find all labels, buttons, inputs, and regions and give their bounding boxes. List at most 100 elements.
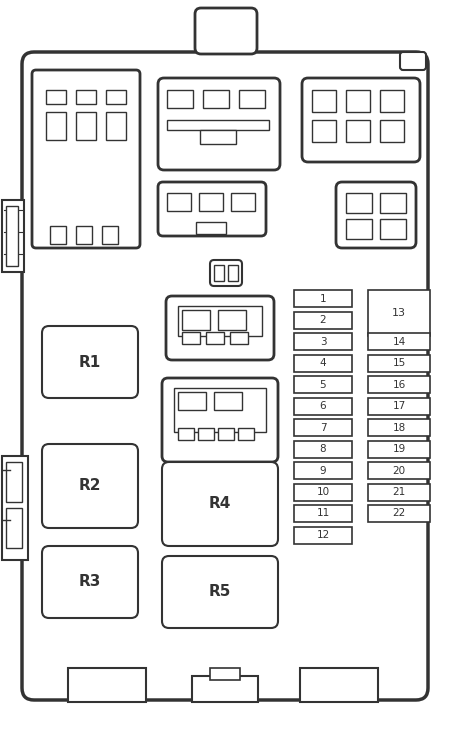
FancyBboxPatch shape xyxy=(162,556,278,628)
FancyBboxPatch shape xyxy=(162,378,278,462)
Text: 17: 17 xyxy=(392,401,405,411)
Text: 15: 15 xyxy=(392,358,405,368)
Text: 1: 1 xyxy=(320,294,326,303)
Bar xyxy=(167,90,193,108)
FancyBboxPatch shape xyxy=(195,8,257,54)
Bar xyxy=(214,392,242,410)
Bar xyxy=(218,428,234,440)
Bar xyxy=(346,120,370,142)
Bar xyxy=(312,120,336,142)
Text: 14: 14 xyxy=(392,337,405,347)
Bar xyxy=(76,112,96,140)
FancyBboxPatch shape xyxy=(162,462,278,546)
Bar xyxy=(368,419,430,436)
Text: R3: R3 xyxy=(79,574,101,590)
Bar xyxy=(294,483,352,500)
Bar xyxy=(346,193,372,213)
Text: 11: 11 xyxy=(316,508,329,519)
Bar xyxy=(102,226,118,244)
Text: 22: 22 xyxy=(392,508,405,519)
Bar xyxy=(294,376,352,393)
Bar xyxy=(6,206,18,266)
FancyBboxPatch shape xyxy=(22,52,428,700)
Bar xyxy=(178,392,206,410)
Bar xyxy=(346,219,372,239)
Bar xyxy=(6,462,22,502)
Bar xyxy=(231,193,255,211)
Bar xyxy=(368,483,430,500)
Text: R2: R2 xyxy=(79,478,101,494)
Text: 3: 3 xyxy=(320,337,326,347)
Bar xyxy=(368,505,430,522)
Bar xyxy=(68,668,146,702)
Bar xyxy=(46,112,66,140)
Bar xyxy=(206,332,224,344)
Text: 19: 19 xyxy=(392,444,405,454)
Bar xyxy=(380,193,406,213)
Bar xyxy=(294,290,352,307)
Text: R5: R5 xyxy=(209,584,231,599)
Bar xyxy=(192,676,258,702)
Bar xyxy=(178,306,262,336)
FancyBboxPatch shape xyxy=(210,260,242,286)
Bar xyxy=(239,90,265,108)
Text: 10: 10 xyxy=(316,487,329,497)
Bar xyxy=(76,90,96,104)
Bar xyxy=(182,332,200,344)
Bar xyxy=(380,90,404,112)
Bar xyxy=(294,333,352,350)
Bar xyxy=(294,526,352,543)
Bar xyxy=(346,90,370,112)
FancyBboxPatch shape xyxy=(336,182,416,248)
FancyBboxPatch shape xyxy=(158,182,266,236)
Text: 4: 4 xyxy=(320,358,326,368)
Text: 16: 16 xyxy=(392,379,405,390)
Bar xyxy=(182,310,210,330)
Bar xyxy=(167,120,269,130)
Bar xyxy=(294,462,352,479)
Bar xyxy=(218,310,246,330)
Bar xyxy=(238,428,254,440)
Bar xyxy=(380,219,406,239)
Bar xyxy=(199,193,223,211)
Bar xyxy=(196,222,226,234)
Bar xyxy=(2,200,24,272)
Bar xyxy=(203,90,229,108)
Text: 21: 21 xyxy=(392,487,405,497)
FancyBboxPatch shape xyxy=(42,326,138,398)
Text: R4: R4 xyxy=(209,497,231,511)
Text: 2: 2 xyxy=(320,315,326,325)
Text: 5: 5 xyxy=(320,379,326,390)
Text: 6: 6 xyxy=(320,401,326,411)
Bar xyxy=(214,265,224,281)
Bar xyxy=(174,388,266,432)
Bar xyxy=(368,441,430,458)
Bar xyxy=(210,668,240,680)
Bar xyxy=(178,428,194,440)
Bar xyxy=(294,419,352,436)
Bar xyxy=(167,193,191,211)
Bar xyxy=(200,130,236,144)
Bar xyxy=(368,290,430,336)
Text: 7: 7 xyxy=(320,422,326,432)
Bar xyxy=(368,398,430,415)
Bar xyxy=(312,90,336,112)
Bar xyxy=(368,462,430,479)
Bar xyxy=(106,90,126,104)
Bar xyxy=(294,354,352,371)
FancyBboxPatch shape xyxy=(42,546,138,618)
Bar xyxy=(198,428,214,440)
Bar xyxy=(76,226,92,244)
Bar xyxy=(294,505,352,522)
FancyBboxPatch shape xyxy=(32,70,140,248)
Bar xyxy=(380,120,404,142)
FancyBboxPatch shape xyxy=(400,52,426,70)
Bar xyxy=(230,332,248,344)
FancyBboxPatch shape xyxy=(302,78,420,162)
Text: 20: 20 xyxy=(392,466,405,475)
Text: 18: 18 xyxy=(392,422,405,432)
FancyBboxPatch shape xyxy=(42,444,138,528)
Bar xyxy=(368,354,430,371)
Bar xyxy=(6,508,22,548)
Text: 12: 12 xyxy=(316,530,329,540)
